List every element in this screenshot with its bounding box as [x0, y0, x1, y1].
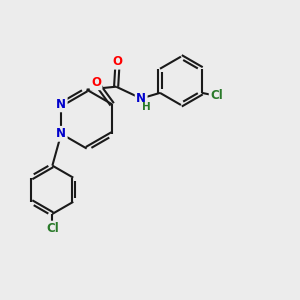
Text: Cl: Cl — [46, 222, 59, 235]
Text: Cl: Cl — [210, 89, 223, 102]
Text: N: N — [56, 127, 66, 140]
Text: O: O — [91, 76, 101, 89]
Text: H: H — [142, 102, 151, 112]
Text: O: O — [112, 55, 123, 68]
Text: N: N — [136, 92, 146, 105]
Text: N: N — [56, 98, 66, 111]
